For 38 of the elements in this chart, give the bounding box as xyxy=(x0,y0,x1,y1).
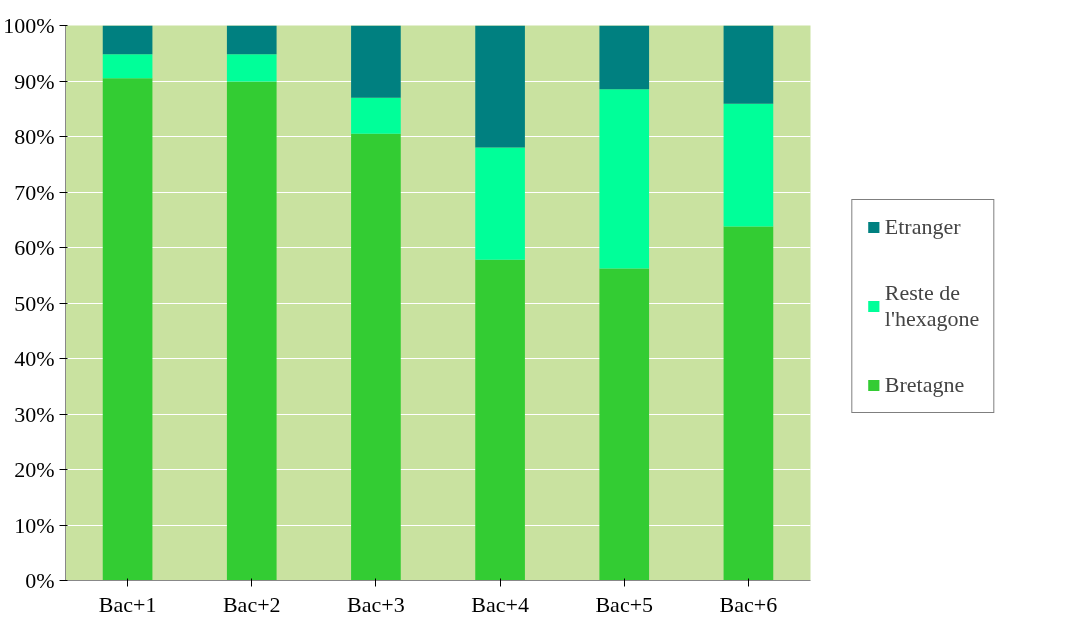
bar xyxy=(351,25,401,98)
x-tick-label: Bac+6 xyxy=(719,591,778,617)
y-tick-label: 0% xyxy=(25,568,55,593)
bar xyxy=(102,78,153,581)
legend-label: Reste de l'hexagone xyxy=(884,279,980,332)
x-tick-label: Bac+5 xyxy=(595,591,654,617)
bar xyxy=(723,103,774,227)
bar xyxy=(599,25,650,90)
bar xyxy=(226,81,277,581)
bar xyxy=(723,226,774,581)
y-tick-label: 30% xyxy=(14,401,55,427)
y-tick-label: 80% xyxy=(14,124,55,149)
y-tick-label: 90% xyxy=(14,68,55,94)
bar xyxy=(599,89,650,269)
bar xyxy=(475,259,525,581)
x-tick-label: Bac+3 xyxy=(347,591,405,617)
bar xyxy=(475,147,525,260)
bar xyxy=(226,25,277,55)
y-tick-label: 50% xyxy=(14,290,55,316)
bar xyxy=(102,25,153,55)
bar xyxy=(351,97,401,134)
bar xyxy=(599,268,650,581)
y-tick-label: 10% xyxy=(14,512,55,538)
legend-label: Etranger xyxy=(884,213,961,240)
y-tick-label: 20% xyxy=(14,457,55,482)
y-tick-label: 100% xyxy=(3,13,55,38)
y-tick-label: 60% xyxy=(14,235,55,260)
x-tick-label: Bac+2 xyxy=(222,591,281,617)
y-tick-label: 40% xyxy=(14,346,55,371)
x-tick-label: Bac+4 xyxy=(471,591,529,617)
bar xyxy=(475,25,525,148)
bar xyxy=(351,133,401,581)
x-tick-label: Bac+1 xyxy=(98,591,157,617)
bar xyxy=(102,54,153,79)
bar xyxy=(226,54,277,82)
y-tick-label: 70% xyxy=(14,179,55,205)
legend-label: Bretagne xyxy=(884,371,965,398)
bar xyxy=(723,25,774,104)
